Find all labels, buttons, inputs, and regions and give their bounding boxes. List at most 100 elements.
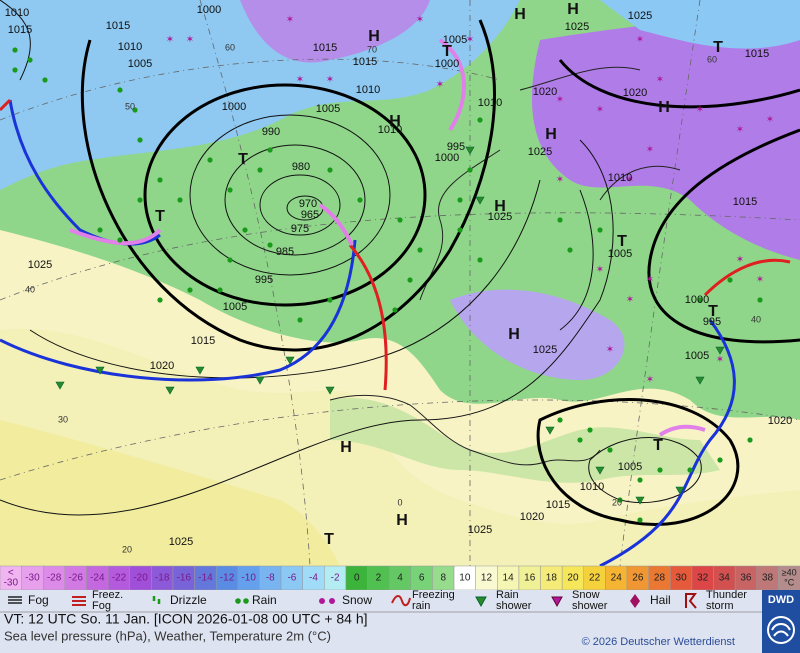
- pressure-label: 1015: [313, 42, 337, 54]
- rain-symbol: [557, 417, 563, 423]
- rain-symbol: [687, 467, 693, 473]
- low-pressure-marker: T: [617, 233, 627, 250]
- scale-label: 26: [632, 573, 644, 584]
- pressure-label: 1010: [478, 97, 502, 109]
- rain-symbol: [617, 497, 623, 503]
- weather-legend: Fog Freez.Fog Drizzle Rain Snow FreezingrainR…: [8, 589, 747, 612]
- valid-time: VT: 12 UTC So. 11 Jan. [ICON 2026-01-08 …: [4, 611, 368, 627]
- pressure-label: 1010: [118, 41, 142, 53]
- isobar: [143, 83, 427, 307]
- pressure-label: 1025: [528, 146, 552, 158]
- shower-symbol: [255, 376, 265, 385]
- rain-symbol: [157, 297, 163, 303]
- rain-symbol: [457, 197, 463, 203]
- snow-symbol: ✶: [296, 75, 304, 86]
- rain-symbol: [567, 247, 573, 253]
- pressure-label: 1005: [618, 461, 642, 473]
- low-pressure-marker: T: [653, 437, 663, 454]
- snow-symbol: ✶: [596, 105, 604, 116]
- pressure-label: 1005: [608, 248, 632, 260]
- pressure-label: 1010: [378, 124, 402, 136]
- cold-front: [0, 239, 357, 382]
- snow-symbol: ✶: [556, 95, 564, 106]
- pressure-label: 975: [291, 223, 309, 235]
- shower-symbol: [465, 146, 475, 155]
- pressure-label: 1020: [150, 360, 174, 372]
- snow-symbol: ✶: [416, 15, 424, 26]
- legend-icon: [329, 598, 335, 604]
- rain-symbol: [187, 287, 193, 293]
- snow-symbol: ✶: [646, 375, 654, 386]
- shower-symbol: [635, 496, 645, 505]
- pressure-label: 1025: [468, 524, 492, 536]
- rain-symbol: [227, 257, 233, 263]
- snow-symbol: ✶: [636, 35, 644, 46]
- rain-symbol: [407, 277, 413, 283]
- pressure-label: 995: [447, 141, 465, 153]
- rain-symbol: [577, 437, 583, 443]
- rain-symbol: [717, 457, 723, 463]
- scale-label: 36: [740, 573, 752, 584]
- pressure-label: 985: [276, 246, 294, 258]
- scale-label: -22: [112, 573, 127, 584]
- legend-label: rain: [412, 600, 430, 612]
- legend-label: Rain: [252, 593, 277, 607]
- rain-symbol: [457, 227, 463, 233]
- occluded-front: [69, 228, 162, 246]
- legend-background: [0, 590, 800, 653]
- legend-label: storm: [706, 600, 734, 612]
- legend-label: Rain: [496, 589, 519, 601]
- scale-label: -8: [266, 573, 275, 584]
- low-pressure-marker: T: [442, 43, 452, 60]
- snow-symbol: ✶: [556, 175, 564, 186]
- pressure-label: 1015: [546, 499, 570, 511]
- snow-symbol: ✶: [766, 115, 774, 126]
- legend-label: Fog: [92, 600, 111, 612]
- rain-symbol: [297, 317, 303, 323]
- scale-label: 8: [440, 573, 446, 584]
- cold-front: [599, 319, 736, 568]
- pressure-label: 1015: [106, 20, 130, 32]
- rain-symbol: [477, 117, 483, 123]
- snow-symbol: ✶: [166, 35, 174, 46]
- pressure-label: 1025: [488, 211, 512, 223]
- legend-label: Drizzle: [170, 593, 207, 607]
- map: ✶ ✶✶✶ ✶✶✶✶✶✶✶✶✶✶✶✶✶✶✶✶✶✶✶✶✶✶ 1010101510101…: [0, 0, 800, 568]
- pressure-label: 1025: [565, 21, 589, 33]
- rain-symbol: [97, 227, 103, 233]
- pressure-label: 980: [292, 161, 310, 173]
- legend-icon: [152, 596, 161, 604]
- temperature-label: 20: [612, 497, 622, 507]
- pressure-label: 1025: [628, 10, 652, 22]
- pressure-label: 1010: [5, 7, 29, 19]
- scale-label: 28: [654, 573, 666, 584]
- rain-symbol: [637, 477, 643, 483]
- pressure-label: 965: [301, 209, 319, 221]
- pressure-label: 995: [255, 274, 273, 286]
- rain-symbol: [417, 247, 423, 253]
- scale-label: 20: [567, 573, 579, 584]
- temperature-label: 30: [58, 414, 68, 424]
- shower-symbol: [675, 486, 685, 495]
- shower-symbol: [695, 376, 705, 385]
- legend-icon: [630, 594, 640, 608]
- logo-text: DWD: [768, 594, 794, 606]
- scale-label: -10: [241, 573, 256, 584]
- legend-icon: [551, 596, 563, 608]
- rain-symbol: [747, 437, 753, 443]
- temperature-field-warm: [0, 420, 340, 566]
- legend-icon: [72, 596, 86, 606]
- pressure-label: 1000: [197, 4, 221, 16]
- pressure-label: 1015: [8, 24, 32, 36]
- temperature-field-cold: [240, 0, 430, 63]
- description: Sea level pressure (hPa), Weather, Tempe…: [4, 628, 331, 643]
- rain-symbol: [157, 177, 163, 183]
- shower-symbol: [545, 426, 555, 435]
- coastline: [329, 66, 681, 466]
- rain-symbol: [357, 197, 363, 203]
- legend-label: shower: [496, 600, 532, 612]
- rain-symbol: [257, 167, 263, 173]
- rain-symbol: [597, 227, 603, 233]
- shower-symbol: [55, 381, 65, 390]
